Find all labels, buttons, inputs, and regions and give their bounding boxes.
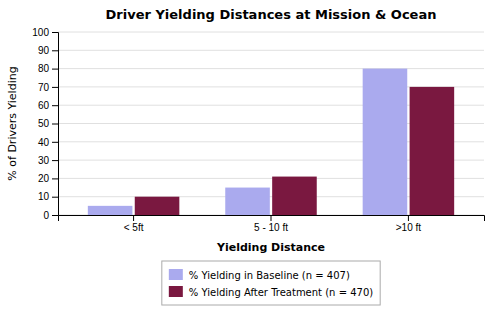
tick: 80 — [38, 63, 58, 74]
tick-label: < 5ft — [124, 222, 144, 233]
tick: >10 ft — [396, 215, 422, 233]
tick-mark — [133, 215, 134, 221]
tick: 40 — [38, 137, 58, 148]
tick-mark — [52, 124, 58, 125]
bar — [363, 69, 408, 215]
tick-label: 90 — [38, 45, 50, 56]
tick: 90 — [38, 45, 58, 56]
tick-mark — [52, 160, 58, 161]
tick-mark — [52, 178, 58, 179]
legend-label: % Yielding in Baseline (n = 407) — [189, 270, 350, 281]
tick-mark — [52, 105, 58, 106]
tick-mark — [52, 32, 58, 33]
tick: 100 — [32, 27, 58, 38]
tick-mark — [52, 50, 58, 51]
tick: 70 — [38, 82, 58, 93]
axis-line — [59, 216, 485, 222]
axis-line — [52, 33, 59, 216]
tick: 60 — [38, 100, 58, 111]
y-axis: 0 10 20 30 40 50 60 70 80 90 100 — [32, 27, 58, 221]
legend: % Yielding in Baseline (n = 407) % Yieldi… — [162, 261, 380, 305]
grid — [58, 32, 484, 215]
tick-label: 0 — [43, 210, 49, 221]
legend-item: % Yielding After Treatment (n = 470) — [169, 286, 373, 298]
bar — [225, 188, 270, 215]
bar — [410, 87, 455, 215]
tick: 30 — [38, 155, 58, 166]
legend-swatch — [169, 269, 183, 280]
legend-swatch — [169, 286, 183, 297]
bar-series — [88, 69, 407, 215]
y-axis-title: % of Drivers Yielding — [6, 66, 19, 180]
legend-item: % Yielding in Baseline (n = 407) — [169, 269, 350, 281]
tick: 10 — [38, 191, 58, 202]
x-axis: < 5ft 5 - 10 ft >10 ft — [59, 215, 485, 233]
tick-mark — [52, 197, 58, 198]
legend-frame — [162, 261, 380, 305]
bar — [272, 177, 317, 215]
tick: 0 — [43, 210, 58, 221]
tick-mark — [52, 87, 58, 88]
tick-label: 100 — [32, 27, 49, 38]
tick-mark — [52, 215, 58, 216]
tick: 20 — [38, 173, 58, 184]
tick-label: 60 — [38, 100, 50, 111]
bars — [88, 69, 454, 215]
tick-label: 20 — [38, 173, 50, 184]
tick-label: 80 — [38, 63, 50, 74]
tick-label: >10 ft — [396, 222, 422, 233]
grid-line — [58, 68, 484, 69]
tick: 50 — [38, 118, 58, 129]
tick-label: 30 — [38, 155, 50, 166]
bar-series — [135, 87, 454, 215]
tick-label: 40 — [38, 137, 50, 148]
tick-mark — [271, 215, 272, 221]
tick-mark — [52, 69, 58, 70]
tick-label: 70 — [38, 82, 50, 93]
grid-line — [58, 32, 484, 33]
legend-label: % Yielding After Treatment (n = 470) — [189, 287, 373, 298]
tick: 5 - 10 ft — [254, 215, 288, 233]
tick-label: 50 — [38, 118, 50, 129]
title: Driver Yielding Distances at Mission & O… — [106, 7, 437, 22]
bar — [88, 206, 133, 215]
chart: 0 10 20 30 40 50 60 70 80 90 100 < 5ft 5 - 10 ft >10 … — [0, 0, 500, 322]
tick-mark — [408, 215, 409, 221]
tick: < 5ft — [124, 215, 144, 233]
tick-label: 5 - 10 ft — [254, 222, 288, 233]
plot: 0 10 20 30 40 50 60 70 80 90 100 < 5ft 5 - 10 ft >10 … — [32, 27, 484, 233]
grid-line — [58, 50, 484, 51]
bar — [135, 197, 180, 215]
tick-label: 10 — [38, 191, 50, 202]
x-axis-title: Yielding Distance — [216, 241, 325, 254]
tick-mark — [52, 142, 58, 143]
